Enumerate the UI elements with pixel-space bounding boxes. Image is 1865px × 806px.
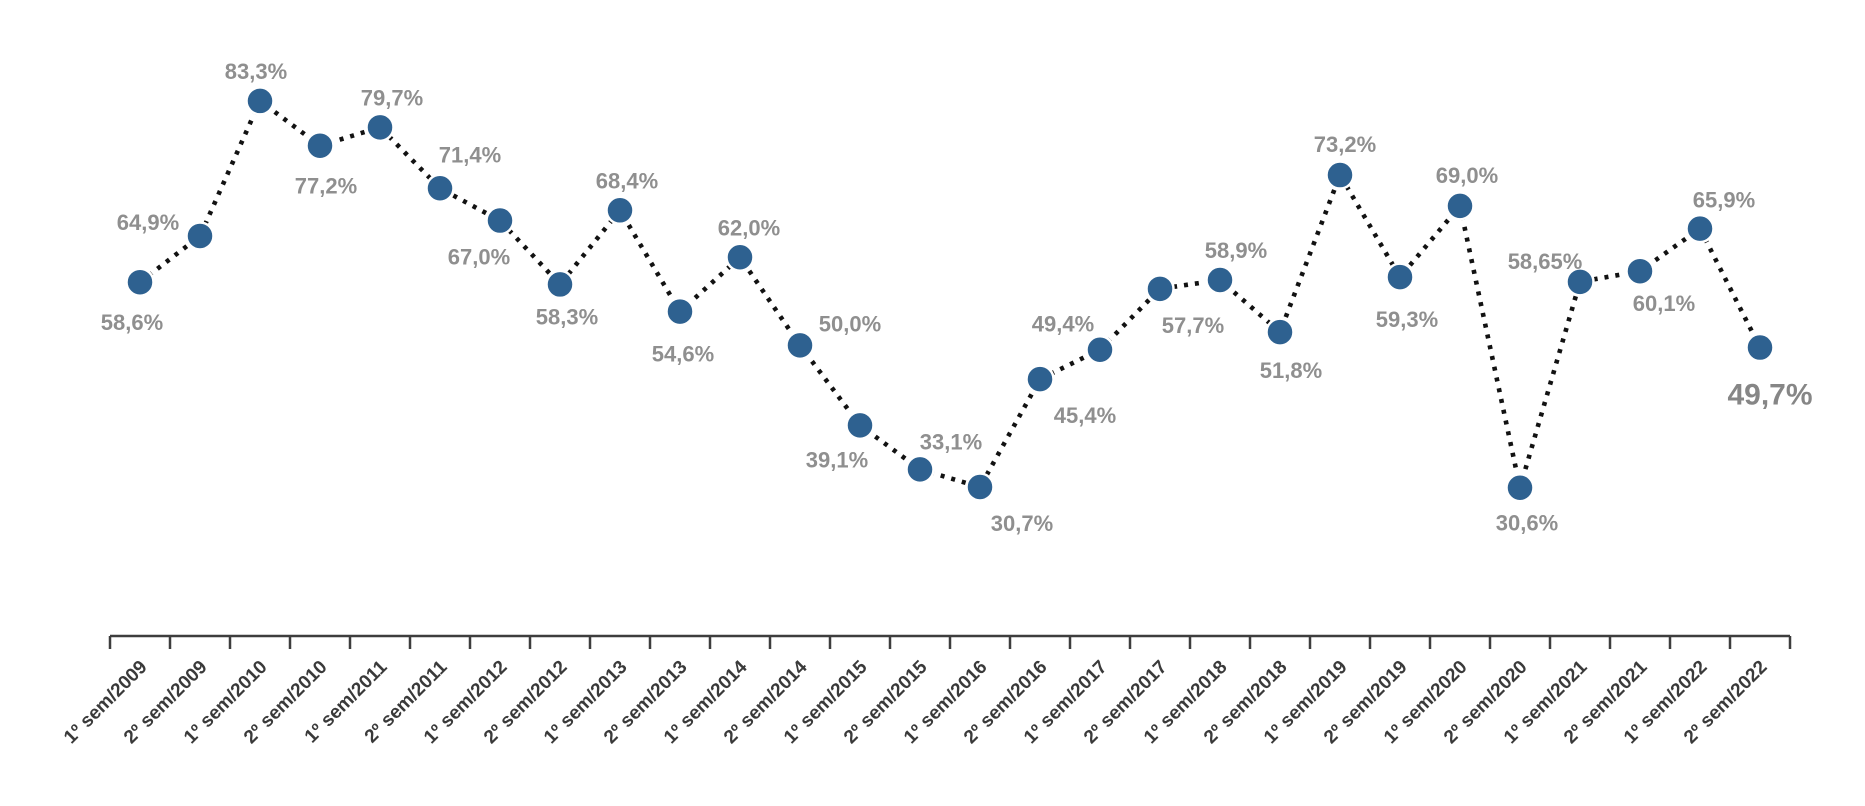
data-point-label: 58,9% xyxy=(1205,238,1267,263)
data-point xyxy=(245,86,275,116)
data-point-label: 62,0% xyxy=(718,215,780,240)
data-point-label: 30,7% xyxy=(991,511,1053,536)
data-point-label: 50,0% xyxy=(819,311,881,336)
data-point-label: 58,65% xyxy=(1508,249,1583,274)
data-point xyxy=(605,195,635,226)
data-point-label: 71,4% xyxy=(439,142,501,167)
data-point-label: 45,4% xyxy=(1054,403,1116,428)
data-point xyxy=(965,472,995,502)
data-point-label: 54,6% xyxy=(652,342,714,367)
data-point-label: 30,6% xyxy=(1496,511,1558,536)
data-point-label: 68,4% xyxy=(596,168,658,193)
data-point xyxy=(1445,191,1475,221)
data-point-label: 69,0% xyxy=(1436,163,1498,188)
data-point-label: 73,2% xyxy=(1314,132,1376,157)
data-point xyxy=(845,410,875,441)
data-point-label: 64,9% xyxy=(117,210,179,235)
data-point xyxy=(1325,160,1355,190)
data-point xyxy=(1745,332,1775,363)
data-point xyxy=(1385,262,1415,292)
data-point xyxy=(185,221,215,251)
data-point-label: 65,9% xyxy=(1693,188,1755,213)
data-point-label: 77,2% xyxy=(295,174,357,199)
data-point-label: 79,7% xyxy=(361,85,423,110)
data-point xyxy=(305,130,335,161)
data-point xyxy=(485,205,515,236)
data-point-label: 59,3% xyxy=(1376,307,1438,332)
data-point xyxy=(905,454,935,485)
data-point-label: 83,3% xyxy=(225,59,287,84)
data-point xyxy=(125,267,155,297)
data-point xyxy=(1565,267,1595,297)
data-point-label: 51,8% xyxy=(1260,358,1322,383)
data-point xyxy=(725,242,755,273)
data-point xyxy=(1205,265,1235,295)
data-point-label: 39,1% xyxy=(806,447,868,472)
data-point-label: 57,7% xyxy=(1162,313,1224,338)
data-point xyxy=(1265,317,1295,347)
trend-dotted-line xyxy=(138,97,1763,490)
data-point xyxy=(665,296,695,327)
data-point-label: 67,0% xyxy=(448,245,510,270)
data-point-label: 33,1% xyxy=(920,429,982,454)
data-point xyxy=(1505,472,1535,503)
data-point-label: 58,3% xyxy=(536,304,598,329)
data-point xyxy=(1085,334,1115,365)
data-point xyxy=(365,112,395,143)
data-point-label: 58,6% xyxy=(101,310,163,335)
data-point xyxy=(425,173,455,204)
data-point-label-emphasis: 49,7% xyxy=(1727,379,1812,412)
data-point xyxy=(785,330,815,361)
data-point-label: 49,4% xyxy=(1032,312,1094,337)
data-point xyxy=(1625,256,1655,286)
data-point xyxy=(1685,213,1715,244)
data-point xyxy=(1145,274,1175,304)
data-point xyxy=(1025,364,1055,394)
data-point-label: 60,1% xyxy=(1633,291,1695,316)
data-point xyxy=(545,269,575,300)
